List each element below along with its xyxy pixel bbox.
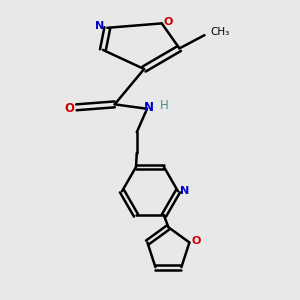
Text: O: O	[191, 236, 201, 246]
Text: N: N	[180, 186, 189, 196]
Text: CH₃: CH₃	[210, 27, 230, 37]
Text: O: O	[164, 17, 173, 27]
Text: N: N	[143, 101, 154, 114]
Text: H: H	[160, 99, 169, 112]
Text: N: N	[95, 21, 105, 31]
Text: O: O	[64, 102, 74, 115]
